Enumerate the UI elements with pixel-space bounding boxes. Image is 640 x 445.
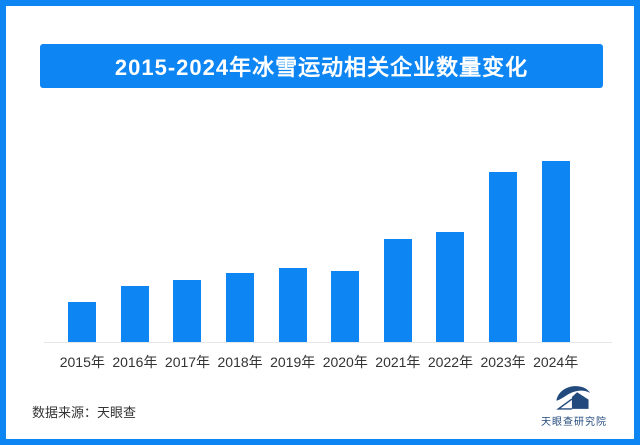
brand-name: 天眼查研究院 <box>541 417 607 428</box>
x-axis-line <box>44 342 612 343</box>
x-axis-label: 2015年 <box>59 354 105 370</box>
bar-2019年 <box>278 267 307 342</box>
bar-2016年 <box>120 285 149 342</box>
bar-column <box>424 150 477 342</box>
bar-column <box>214 150 267 342</box>
x-axis-label: 2019年 <box>270 354 316 370</box>
x-axis-label: 2016年 <box>112 354 158 370</box>
data-source-label: 数据来源：天眼查 <box>32 405 137 420</box>
bar-2024年 <box>541 161 570 342</box>
bar-2020年 <box>331 271 360 342</box>
x-axis-label: 2021年 <box>375 354 421 370</box>
bar-2018年 <box>226 273 255 342</box>
bar-2021年 <box>383 238 412 342</box>
bar-2015年 <box>68 302 97 342</box>
bar-column <box>266 150 319 342</box>
bar-column <box>529 150 582 342</box>
x-axis-label: 2023年 <box>480 354 526 370</box>
bar-column <box>161 150 214 342</box>
bar-2022年 <box>436 231 465 342</box>
x-axis-label: 2024年 <box>533 354 579 370</box>
x-axis-labels: 2015年 2016年 2017年 2018年 2019年 2020年 2021年 2022年… <box>56 352 582 372</box>
bar-column <box>319 150 372 342</box>
tianyancha-logo-icon <box>556 386 591 410</box>
bar-column <box>56 150 109 342</box>
x-axis-label: 2020年 <box>322 354 368 370</box>
bar-2017年 <box>173 280 202 342</box>
x-axis-label: 2022年 <box>427 354 474 370</box>
x-axis-label: 2018年 <box>217 354 263 370</box>
brand-block: 天眼查研究院 <box>534 384 614 428</box>
bar-column <box>109 150 162 342</box>
x-axis-label: 2017年 <box>164 354 211 370</box>
title-banner: 2015-2024年冰雪运动相关企业数量变化 <box>40 44 603 88</box>
bar-2023年 <box>489 171 518 342</box>
bar-chart <box>56 150 582 342</box>
page-title: 2015-2024年冰雪运动相关企业数量变化 <box>114 55 529 80</box>
bar-column <box>477 150 530 342</box>
bar-column <box>372 150 425 342</box>
